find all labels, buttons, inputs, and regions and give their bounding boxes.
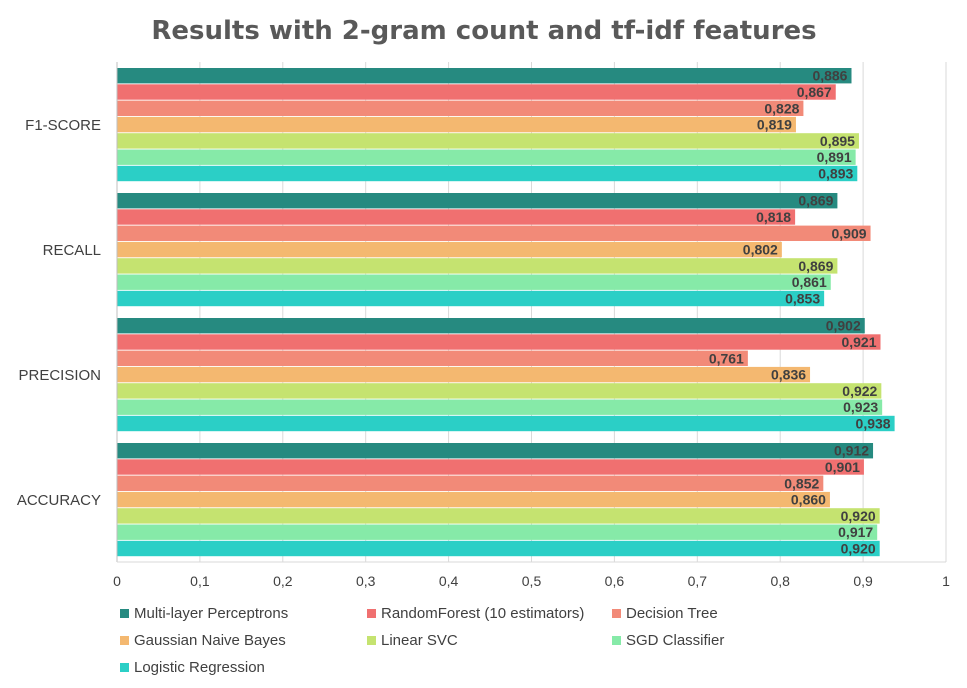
bar-recall-5	[117, 274, 831, 290]
legend-item-label: RandomForest (10 estimators)	[381, 605, 584, 622]
x-tick-label: 0,9	[853, 573, 873, 589]
bar-accuracy-2	[117, 475, 824, 491]
bar-accuracy-1	[117, 459, 864, 475]
legend-item-label: Logistic Regression	[134, 659, 265, 676]
category-label: PRECISION	[18, 367, 101, 384]
bar-precision-4	[117, 383, 882, 399]
data-label: 0,921	[841, 334, 876, 350]
legend-swatch	[120, 636, 129, 645]
bar-recall-0	[117, 193, 838, 209]
legend: Multi-layer Perceptrons RandomForest (10 …	[120, 605, 724, 676]
x-tick-label: 0,1	[190, 573, 210, 589]
data-label: 0,922	[842, 383, 877, 399]
data-label: 0,923	[843, 399, 878, 415]
legend-swatch	[612, 609, 621, 618]
chart-title: Results with 2-gram count and tf-idf fea…	[151, 16, 816, 46]
data-label: 0,867	[797, 84, 832, 100]
category-label: RECALL	[43, 242, 101, 259]
bar-recall-3	[117, 241, 782, 258]
data-label: 0,891	[817, 149, 852, 165]
bar-f1-score-2	[117, 100, 804, 116]
bar-f1-score-5	[117, 149, 856, 165]
legend-item-label: SGD Classifier	[626, 632, 724, 649]
data-label: 0,761	[709, 350, 744, 366]
data-label: 0,886	[812, 68, 847, 84]
legend-item-label: Gaussian Naive Bayes	[134, 632, 286, 649]
category-label: ACCURACY	[17, 492, 101, 509]
data-label: 0,828	[764, 100, 799, 116]
data-label: 0,853	[785, 291, 820, 307]
legend-item-label: Decision Tree	[626, 605, 718, 622]
legend-item-label: Linear SVC	[381, 632, 458, 649]
bar-f1-score-1	[117, 84, 836, 100]
bar-accuracy-4	[117, 508, 880, 524]
bar-precision-0	[117, 318, 865, 334]
data-label: 0,938	[856, 416, 891, 432]
data-label: 0,912	[834, 443, 869, 459]
data-label: 0,920	[841, 508, 876, 524]
legend-swatch	[120, 609, 129, 618]
legend-swatch	[367, 636, 376, 645]
legend-swatch	[120, 663, 129, 672]
x-tick-label: 0,8	[770, 573, 790, 589]
bar-accuracy-6	[117, 540, 880, 557]
x-tick-label: 0,2	[273, 573, 293, 589]
x-tick-label: 0	[113, 573, 121, 589]
bar-recall-1	[117, 209, 796, 225]
data-label: 0,819	[757, 117, 792, 133]
bar-accuracy-3	[117, 491, 830, 508]
data-label: 0,893	[818, 166, 853, 182]
legend-item-label: Multi-layer Perceptrons	[134, 605, 288, 622]
x-tick-label: 0,5	[522, 573, 542, 589]
bar-f1-score-4	[117, 133, 859, 149]
bar-precision-6	[117, 415, 895, 432]
data-label: 0,869	[798, 258, 833, 274]
axes: 0 0,1 0,2 0,3 0,4 0,5 0,6 0,7 0,8 0,9 1 F1-SCORE REC…	[17, 62, 950, 589]
bar-f1-score-0	[117, 68, 852, 84]
bar-precision-1	[117, 334, 881, 350]
bar-recall-4	[117, 258, 838, 274]
category-label: F1-SCORE	[25, 117, 101, 134]
x-tick-label: 1	[942, 573, 950, 589]
x-tick-label: 0,6	[605, 573, 625, 589]
bar-recall-2	[117, 225, 871, 241]
legend-swatch	[612, 636, 621, 645]
data-label: 0,860	[791, 492, 826, 508]
bar-precision-2	[117, 350, 748, 366]
data-label: 0,895	[820, 133, 855, 149]
data-label: 0,909	[832, 225, 867, 241]
data-label: 0,869	[798, 193, 833, 209]
data-label: 0,861	[792, 274, 827, 290]
data-label: 0,818	[756, 209, 791, 225]
data-label: 0,836	[771, 367, 806, 383]
data-label: 0,802	[743, 242, 778, 258]
x-tick-label: 0,3	[356, 573, 376, 589]
bar-accuracy-0	[117, 443, 874, 459]
data-label: 0,852	[784, 475, 819, 491]
x-tick-label: 0,4	[439, 573, 459, 589]
data-label: 0,902	[826, 318, 861, 334]
data-label: 0,917	[838, 524, 873, 540]
bar-precision-3	[117, 366, 811, 383]
bar-f1-score-3	[117, 116, 796, 133]
legend-swatch	[367, 609, 376, 618]
bar-precision-5	[117, 399, 883, 415]
x-tick-label: 0,7	[688, 573, 708, 589]
data-label: 0,901	[825, 459, 860, 475]
data-label: 0,920	[841, 541, 876, 557]
bar-f1-score-6	[117, 165, 858, 182]
bar-accuracy-5	[117, 524, 878, 540]
bar-recall-6	[117, 290, 825, 307]
